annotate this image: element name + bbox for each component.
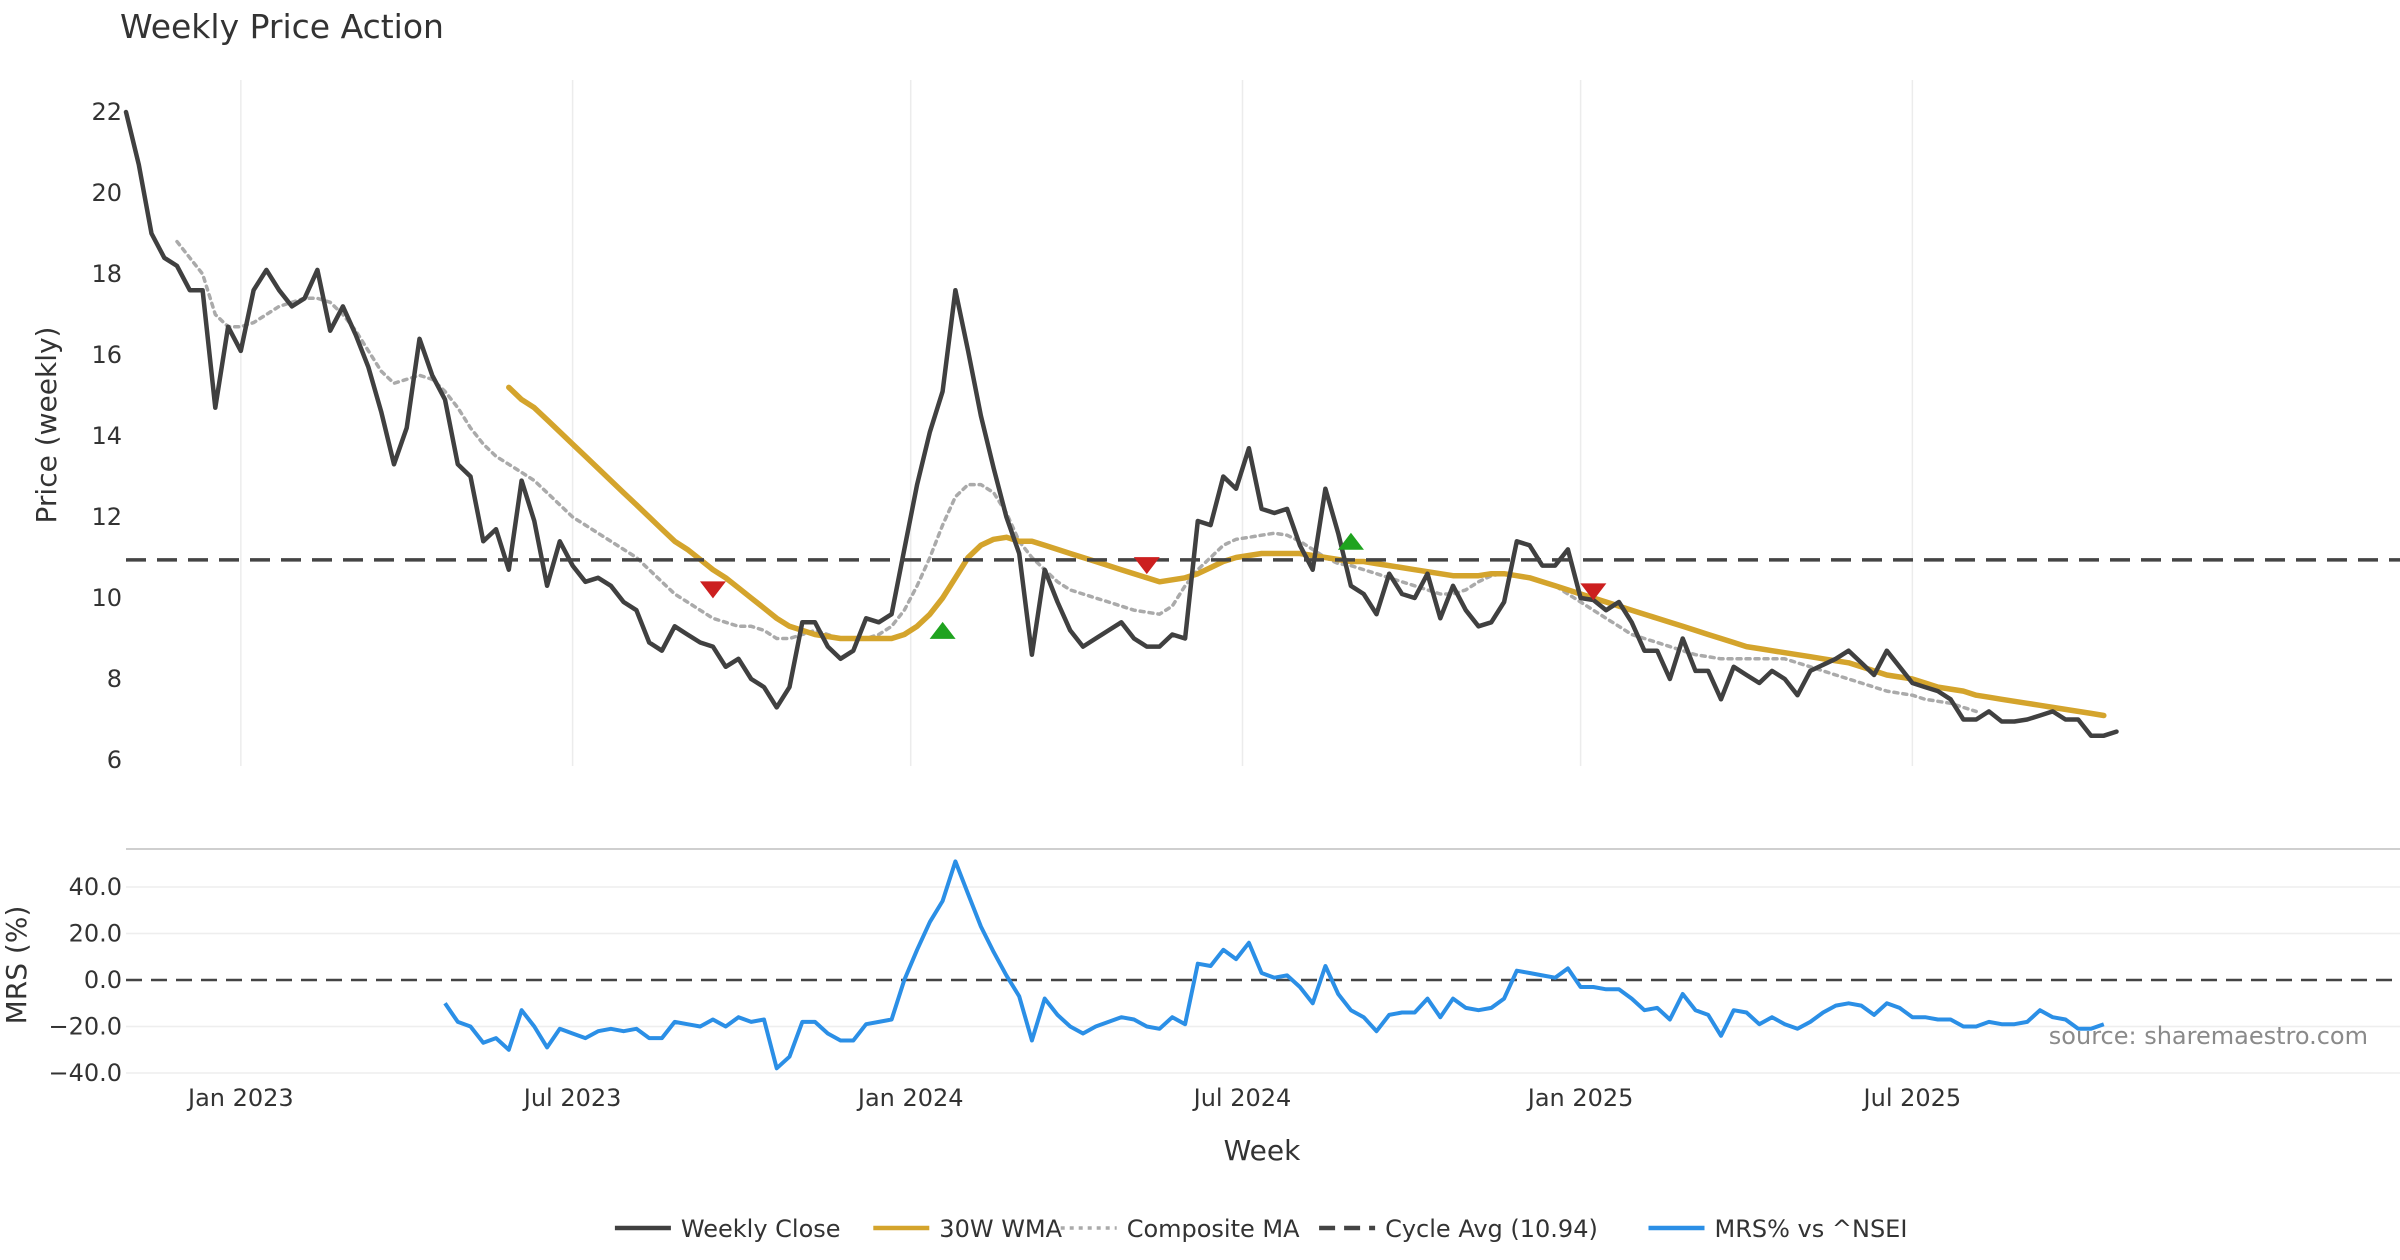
price-y-tick-label: 22 [91, 98, 122, 126]
x-tick-label: Jan 2024 [856, 1084, 964, 1112]
sell-signal-marker [699, 581, 726, 599]
price-y-axis-label: Price (weekly) [30, 327, 63, 524]
price-y-tick-label: 12 [91, 503, 122, 531]
mrs-y-ticks: −40.0 −20.0 0.0 20.0 40.0 [48, 873, 122, 1087]
mrs-grid [126, 848, 2400, 1074]
legend-label: Cycle Avg (10.94) [1385, 1215, 1598, 1243]
legend-item: Composite MA [1060, 1215, 1300, 1243]
series-composite-ma [175, 239, 1978, 714]
price-y-tick-label: 16 [91, 341, 122, 369]
buy-signal-marker [929, 621, 956, 639]
legend-label: 30W WMA [939, 1215, 1062, 1243]
price-series-group [123, 109, 2400, 738]
legend-item: Cycle Avg (10.94) [1319, 1215, 1598, 1243]
price-y-tick-label: 8 [107, 665, 122, 693]
sell-signal-marker [1580, 583, 1607, 601]
legend-item: 30W WMA [873, 1215, 1063, 1243]
x-tick-label: Jul 2023 [522, 1084, 622, 1112]
sell-signal-marker [1133, 557, 1160, 575]
x-tick-label: Jul 2024 [1192, 1084, 1292, 1112]
x-tick-label: Jan 2025 [1526, 1084, 1634, 1112]
series-weekly-close [123, 109, 2119, 738]
price-y-ticks: 6 8 10 12 14 16 18 20 22 [91, 98, 122, 774]
legend-item: Weekly Close [614, 1215, 841, 1243]
price-y-tick-label: 10 [91, 584, 122, 612]
mrs-series-group [126, 859, 2400, 1071]
x-tick-label: Jul 2025 [1862, 1084, 1962, 1112]
mrs-y-tick-label: 0.0 [84, 966, 122, 994]
source-label: source: sharemaestro.com [2049, 1022, 2368, 1050]
mrs-y-tick-label: −20.0 [48, 1013, 122, 1041]
legend-label: Weekly Close [681, 1215, 841, 1243]
mrs-y-tick-label: −40.0 [48, 1059, 122, 1087]
price-y-tick-label: 20 [91, 179, 122, 207]
price-y-tick-label: 18 [91, 260, 122, 288]
price-grid [240, 80, 1914, 766]
series-mrs-vs-nsei [443, 859, 2105, 1071]
chart-title: Weekly Price Action [120, 7, 444, 46]
legend-item: MRS% vs ^NSEI [1648, 1215, 1908, 1243]
price-y-tick-label: 6 [107, 746, 122, 774]
legend-label: Composite MA [1127, 1215, 1300, 1243]
x-ticks: Jan 2023 Jul 2023 Jan 2024 Jul 2024 Jan 2025… [186, 1084, 1961, 1112]
mrs-y-tick-label: 20.0 [69, 920, 122, 948]
legend-label: MRS% vs ^NSEI [1715, 1215, 1908, 1243]
buy-signal-marker [1337, 532, 1364, 550]
x-axis-label: Week [1224, 1134, 1301, 1167]
legend: Weekly Close 30W WMA Composite MA Cycle Avg… [614, 1215, 1908, 1243]
price-y-tick-label: 14 [91, 422, 122, 450]
mrs-y-axis-label: MRS (%) [0, 906, 33, 1025]
signal-markers [699, 532, 1607, 639]
mrs-y-tick-label: 40.0 [69, 873, 122, 901]
x-tick-label: Jan 2023 [186, 1084, 294, 1112]
